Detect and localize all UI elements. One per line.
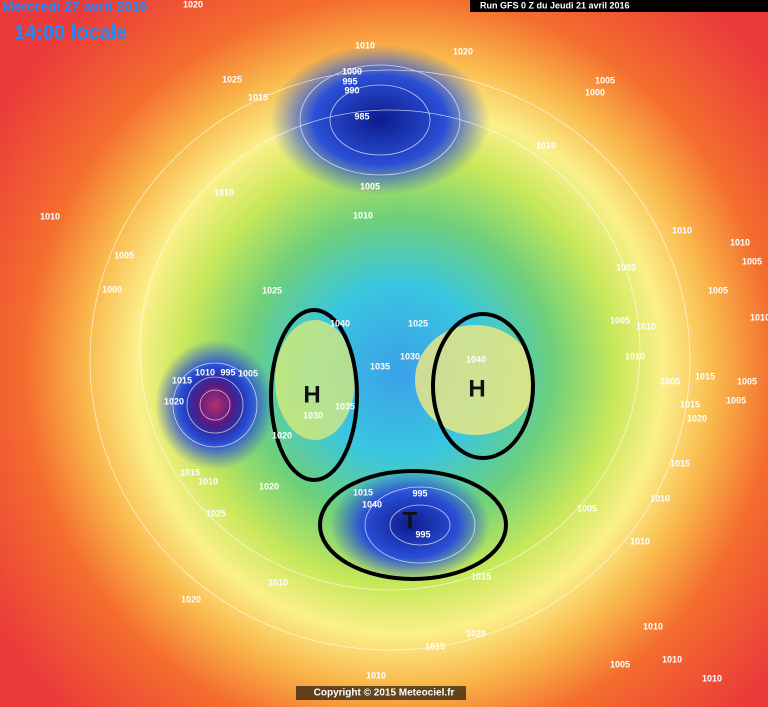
isobar-labels: 1020101010201025101510009959909851005100… [40, 0, 768, 683]
footer-bg [296, 686, 466, 700]
isobar-label: 1010 [643, 621, 663, 631]
isobar-label: 1005 [360, 181, 380, 191]
isobar-label: 1010 [268, 577, 288, 587]
isobar-label: 1030 [400, 351, 420, 361]
run-banner [470, 0, 768, 12]
isobar-label: 1010 [672, 225, 692, 235]
isobar-label: 1005 [577, 503, 597, 513]
isobar-label: 1010 [40, 211, 60, 221]
isobar-label: 1000 [342, 66, 362, 76]
isobar-label: 1015 [248, 92, 268, 102]
isobar-label: 1010 [702, 673, 722, 683]
isobar-label: 1010 [625, 351, 645, 361]
pressure-center: T [403, 507, 418, 534]
highlight-ellipses [269, 308, 535, 581]
isobar-label: 1025 [222, 74, 242, 84]
isobar-label: 1010 [650, 493, 670, 503]
isobar-label: 1005 [742, 256, 762, 266]
isobar-label: 1015 [172, 375, 192, 385]
isobar-label: 1010 [355, 40, 375, 50]
isobar-label: 1035 [370, 361, 390, 371]
isobar-label: 1010 [630, 536, 650, 546]
isobar-label: 1010 [730, 237, 750, 247]
isobar-label: 1010 [353, 210, 373, 220]
isobar-label: 1005 [610, 315, 630, 325]
isobar-label: 1040 [362, 499, 382, 509]
isobar-label: 1005 [708, 285, 728, 295]
isobar-label: 1020 [183, 0, 203, 9]
isobar-label: 1025 [206, 508, 226, 518]
isobar-label: 1040 [466, 354, 486, 364]
isobar-label: 1005 [660, 376, 680, 386]
isobar-label: 1020 [164, 396, 184, 406]
isobar-label: 1020 [181, 594, 201, 604]
isobar-label: 1005 [610, 659, 630, 669]
isobar-label: 995 [415, 529, 430, 539]
isobar-label: 1010 [198, 476, 218, 486]
isobar-label: 1005 [238, 368, 258, 378]
isobar-label: 1005 [726, 395, 746, 405]
isobar-label: 1020 [453, 46, 473, 56]
date: Mercredi 27 avril 2016 [2, 0, 148, 14]
isobar-label: 995 [220, 367, 235, 377]
isobar-label: 1010 [195, 367, 215, 377]
isobar-label: 1015 [680, 399, 700, 409]
isobar-label: 1010 [536, 140, 556, 150]
isobar-label: 1020 [466, 628, 486, 638]
isobar-label: 990 [344, 85, 359, 95]
isobars [89, 64, 691, 651]
isobar-label: 1030 [303, 410, 323, 420]
isobar-label: 1010 [636, 321, 656, 331]
isobar-label: 1010 [366, 670, 386, 680]
isobar-label: 1005 [737, 376, 757, 386]
pressure-center: H [468, 375, 485, 402]
isobar-label: 1005 [114, 250, 134, 260]
isobar-label: 1005 [595, 75, 615, 85]
pressure-center: H [303, 381, 320, 408]
isobar-label: 1015 [670, 458, 690, 468]
isobar-label: 1025 [408, 318, 428, 328]
isobar-label: 985 [354, 111, 369, 121]
time: 14:00 locale [14, 22, 127, 44]
isobar-label: 1025 [262, 285, 282, 295]
isobar-label: 1015 [180, 467, 200, 477]
pressure-systems [155, 45, 535, 580]
isobar-label: 995 [412, 488, 427, 498]
isobar-label: 1015 [471, 571, 491, 581]
isobar-label: 1010 [662, 654, 682, 664]
isobar-label: 1020 [259, 481, 279, 491]
isobar-label: 1035 [335, 401, 355, 411]
isobar-label: 1000 [102, 284, 122, 294]
isobar-label: 1015 [353, 487, 373, 497]
isobar-label: 1020 [687, 413, 707, 423]
isobar-label: 1005 [616, 262, 636, 272]
isobar-label: 995 [342, 76, 357, 86]
isobar-label: 1015 [425, 641, 445, 651]
isobar-label: 1010 [214, 187, 234, 197]
isobar-label: 1000 [585, 87, 605, 97]
isobar-label: 1040 [330, 318, 350, 328]
run-info: Run GFS 0 Z du Jeudi 21 avril 2016 [480, 0, 630, 10]
copyright: Copyright © 2015 Meteociel.fr [314, 688, 455, 699]
isobar-label: 1020 [272, 430, 292, 440]
isobar-label: 1015 [695, 371, 715, 381]
isobar-label: 1010 [750, 312, 768, 322]
pressure-centers: H H T [303, 375, 485, 534]
